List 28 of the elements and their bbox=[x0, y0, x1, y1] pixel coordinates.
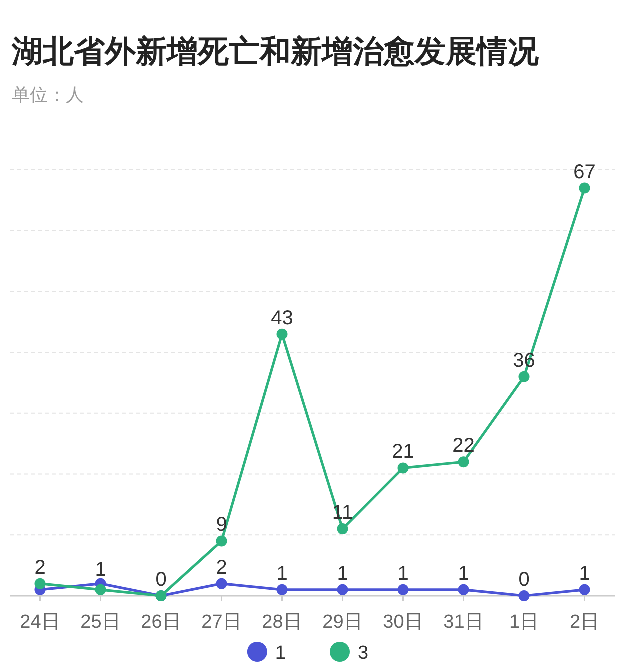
value-label: 1 bbox=[95, 558, 106, 581]
value-label: 2 bbox=[216, 556, 228, 579]
value-label: 43 bbox=[271, 307, 294, 330]
x-tick-label: 31日 bbox=[444, 612, 484, 633]
value-label: 1 bbox=[579, 562, 590, 585]
value-label: 67 bbox=[574, 161, 596, 184]
x-tick-label: 26日 bbox=[141, 612, 182, 633]
legend-label: 1 bbox=[275, 643, 286, 664]
x-tick-label: 28日 bbox=[262, 612, 302, 633]
title: 湖北省外新增死亡和新增治愈发展情况 bbox=[12, 34, 539, 69]
value-label: 0 bbox=[156, 569, 167, 591]
subtitle: 单位：人 bbox=[12, 85, 84, 105]
value-label: 1 bbox=[398, 562, 409, 585]
value-label: 0 bbox=[518, 569, 530, 591]
x-tick-label: 2日 bbox=[570, 612, 600, 633]
x-tick-label: 25日 bbox=[80, 612, 121, 633]
x-tick-label: 27日 bbox=[202, 612, 242, 633]
x-tick-label: 24日 bbox=[20, 612, 60, 633]
x-tick-label: 30日 bbox=[383, 612, 424, 633]
value-label: 1 bbox=[276, 562, 288, 585]
value-label: 1 bbox=[337, 562, 348, 585]
x-tick-label: 1日 bbox=[509, 612, 540, 633]
legend-label: 3 bbox=[358, 643, 369, 664]
x-tick-label: 29日 bbox=[322, 612, 363, 633]
value-label: 1 bbox=[458, 562, 470, 585]
value-label: 2 bbox=[34, 556, 46, 579]
value-label: 22 bbox=[452, 435, 475, 458]
value-label: 21 bbox=[392, 441, 414, 464]
